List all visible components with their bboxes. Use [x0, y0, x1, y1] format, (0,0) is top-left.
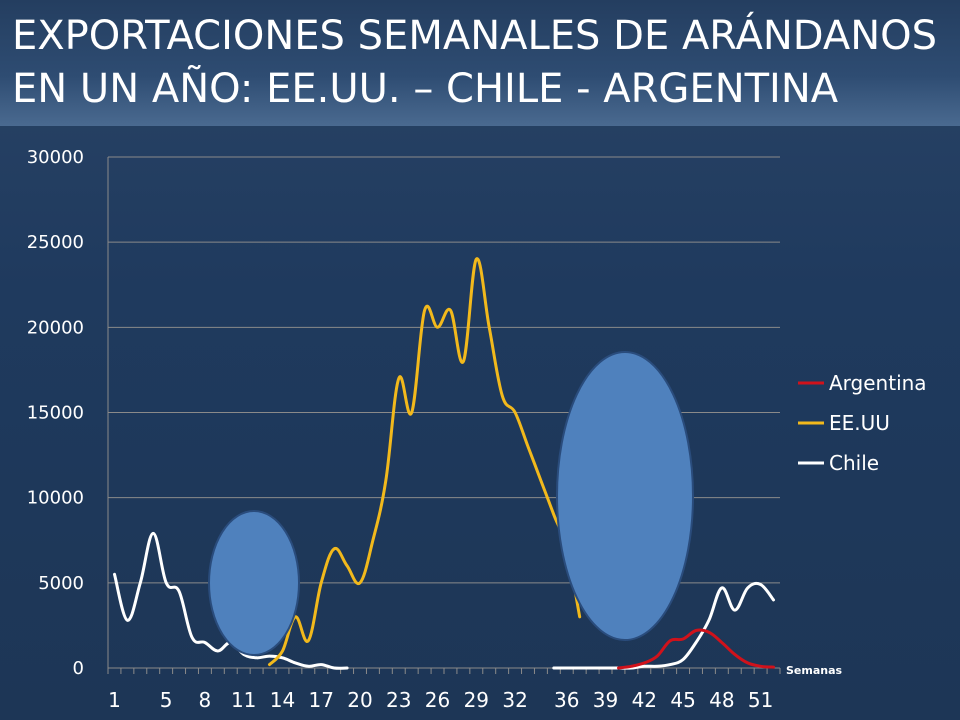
- x-tick-label: 17: [309, 688, 334, 712]
- legend-label: Chile: [829, 451, 879, 475]
- title-line-2: EN UN AÑO: EE.UU. – CHILE - ARGENTINA: [12, 66, 839, 112]
- x-tick-label: 23: [386, 688, 411, 712]
- series-line-chile: [552, 581, 775, 670]
- x-tick-label: 26: [425, 688, 450, 712]
- legend-label: Argentina: [829, 371, 927, 395]
- y-tick-label: 0: [73, 658, 84, 679]
- legend-label: EE.UU: [829, 411, 890, 435]
- y-tick-label: 5000: [38, 573, 84, 594]
- y-tick-label: 30000: [27, 147, 84, 168]
- x-tick-label: 11: [231, 688, 256, 712]
- slide-title: EXPORTACIONES SEMANALES DE ARÁNDANOS EN …: [12, 10, 952, 116]
- x-tick-label: 42: [632, 688, 657, 712]
- x-tick-label: 5: [160, 688, 173, 712]
- title-bar: [0, 0, 960, 126]
- highlight-ellipse-right: [556, 351, 694, 641]
- title-line-1: EXPORTACIONES SEMANALES DE ARÁNDANOS: [12, 13, 938, 59]
- x-tick-label: 36: [554, 688, 579, 712]
- x-tick-label: 51: [748, 688, 773, 712]
- y-tick-label: 10000: [27, 488, 84, 509]
- x-axis-label: Semanas: [786, 664, 843, 677]
- x-tick-label: 14: [270, 688, 295, 712]
- x-tick-label: 1: [108, 688, 121, 712]
- x-tick-label: 48: [709, 688, 734, 712]
- x-tick-label: 29: [464, 688, 489, 712]
- x-tick-label: 20: [347, 688, 372, 712]
- x-tick-label: 8: [199, 688, 212, 712]
- series-line-argentina: [617, 628, 775, 670]
- series-line-ee-uu: [268, 257, 582, 667]
- y-tick-label: 25000: [27, 232, 84, 253]
- highlight-ellipse-left: [208, 510, 300, 656]
- y-tick-label: 15000: [27, 403, 84, 424]
- x-tick-label: 45: [670, 688, 695, 712]
- x-tick-label: 39: [593, 688, 618, 712]
- y-tick-label: 20000: [27, 317, 84, 338]
- x-tick-label: 32: [502, 688, 527, 712]
